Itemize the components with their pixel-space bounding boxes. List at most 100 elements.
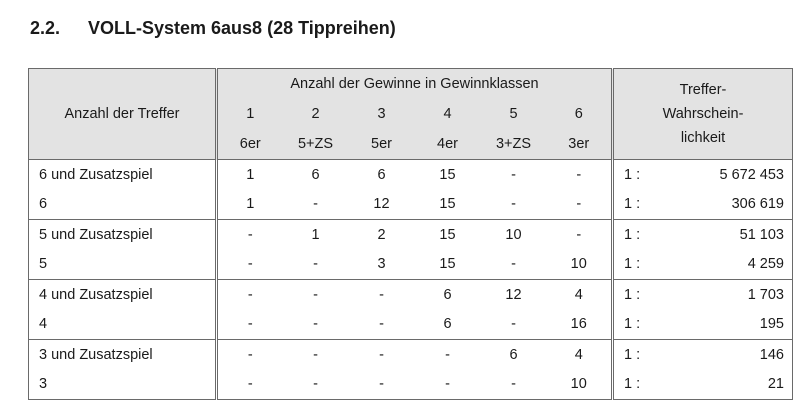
- win-count: 15: [414, 249, 481, 280]
- win-count: -: [511, 166, 516, 183]
- win-count: -: [480, 189, 547, 220]
- win-count: 1: [311, 226, 320, 243]
- probability-value: 4 259: [747, 256, 784, 273]
- system-table: Anzahl der Treffer Anzahl der Gewinne in…: [28, 68, 793, 400]
- probability-ratio: 1 :: [624, 226, 641, 243]
- win-count: -: [445, 346, 450, 363]
- probability: 1 : 306 619: [611, 189, 793, 220]
- table-body: 6 und Zusatzspiel 1 6 6 15 - - 1 :5 672 …: [28, 159, 793, 400]
- win-count: 6: [509, 346, 518, 363]
- win-count: 6: [311, 166, 320, 183]
- probability-value: 21: [767, 376, 784, 393]
- probability-value: 195: [759, 316, 784, 333]
- table-row: 4 und Zusatzspiel - - - 6 12 4 1 : 1 703: [28, 279, 793, 310]
- win-count: -: [282, 249, 349, 280]
- row-label: 3: [28, 369, 217, 400]
- win-count: 3: [348, 249, 415, 280]
- class-label: 6er: [215, 129, 283, 160]
- row-label: 5: [28, 249, 217, 280]
- win-count: 10: [505, 226, 522, 243]
- win-count: 10: [546, 369, 613, 400]
- class-label: 5+ZS: [282, 129, 349, 160]
- probability: 1 : 146: [611, 339, 793, 370]
- section-title: VOLL-System 6aus8 (28 Tippreihen): [88, 18, 396, 38]
- win-count: -: [576, 226, 582, 243]
- table-row: 5 - - 3 15 - 10 1 : 4 259: [28, 249, 793, 280]
- probability-ratio: 1 :: [624, 346, 641, 363]
- table-row: 4 - - - 6 - 16 1 : 195: [28, 309, 793, 340]
- probability: 1 : 51 103: [611, 219, 793, 250]
- class-label-row: 6er 5+ZS 5er 4er 3+ZS 3er: [29, 129, 793, 160]
- probability-value: 5 672 453: [719, 166, 784, 183]
- class-number-row: 1 2 3 4 5 6: [29, 99, 793, 129]
- table-row: 6 1 - 12 15 - - 1 : 306 619: [28, 189, 793, 220]
- win-count: 6: [377, 166, 386, 183]
- row-label: 4 und Zusatzspiel: [28, 279, 217, 310]
- probability: 1 : 195: [611, 309, 793, 340]
- win-count: 12: [505, 286, 522, 303]
- win-count: -: [215, 339, 283, 370]
- probability-ratio: 1 :: [624, 286, 641, 303]
- win-count: -: [215, 309, 283, 340]
- class-label: 5er: [348, 129, 415, 160]
- win-count: 6: [443, 286, 452, 303]
- probability-value: 51 103: [739, 226, 784, 243]
- table-row: 6 und Zusatzspiel 1 6 6 15 - - 1 : 5 672 …: [28, 159, 793, 190]
- win-count: 15: [414, 189, 481, 220]
- probability-value: 306 619: [731, 196, 784, 213]
- probability-ratio: 1 :: [624, 196, 641, 213]
- win-count: -: [348, 309, 415, 340]
- header-probability: Treffer- Wahrschein- lichkeit: [611, 68, 793, 160]
- probability-ratio: 1 :: [624, 316, 641, 333]
- win-count: -: [379, 286, 384, 303]
- win-count: 15: [439, 166, 456, 183]
- win-count: -: [215, 369, 283, 400]
- win-count: 4: [574, 346, 583, 363]
- class-label: 4er: [414, 129, 481, 160]
- win-count: -: [313, 346, 318, 363]
- class-label: 3+ZS: [480, 129, 547, 160]
- header-hits: Anzahl der Treffer: [28, 68, 217, 160]
- win-count: 15: [439, 226, 456, 243]
- class-number: 6: [546, 99, 613, 129]
- win-count: 12: [348, 189, 415, 220]
- probability-value: 1 703: [747, 286, 784, 303]
- class-label: 3er: [546, 129, 613, 160]
- win-count: -: [480, 369, 547, 400]
- header-probability-line: lichkeit: [680, 130, 726, 146]
- win-count: -: [546, 189, 613, 220]
- win-count: 16: [546, 309, 613, 340]
- win-count: -: [480, 249, 547, 280]
- win-count: -: [348, 369, 415, 400]
- header-probability-line: Treffer-: [679, 82, 727, 98]
- class-number: 2: [282, 99, 349, 129]
- row-label: 6: [28, 189, 217, 220]
- win-count: -: [282, 189, 349, 220]
- class-number: 1: [215, 99, 283, 129]
- class-number: 4: [414, 99, 481, 129]
- probability: 1 : 4 259: [611, 249, 793, 280]
- table-header: Anzahl der Treffer Anzahl der Gewinne in…: [28, 68, 793, 160]
- win-count: -: [282, 369, 349, 400]
- table-row: 5 und Zusatzspiel - 1 2 15 10 - 1 : 51 10…: [28, 219, 793, 250]
- win-count: -: [215, 279, 283, 310]
- win-count: 10: [546, 249, 613, 280]
- table-row: 3 und Zusatzspiel - - - - 6 4 1 : 146: [28, 339, 793, 370]
- probability-ratio: 1 :: [624, 376, 641, 393]
- win-count: -: [480, 309, 547, 340]
- class-number: 5: [480, 99, 547, 129]
- header-wins: Anzahl der Gewinne in Gewinnklassen: [215, 68, 613, 99]
- win-count: -: [414, 369, 481, 400]
- win-count: -: [576, 166, 582, 183]
- win-count: 2: [377, 226, 386, 243]
- win-count: -: [215, 219, 283, 250]
- probability: 1 : 5 672 453: [611, 159, 793, 190]
- section-number: 2.2.: [30, 18, 61, 38]
- row-label: 4: [28, 309, 217, 340]
- win-count: 6: [414, 309, 481, 340]
- win-count: 4: [574, 286, 583, 303]
- row-label: 5 und Zusatzspiel: [28, 219, 217, 250]
- win-count: 1: [215, 159, 283, 190]
- table-row: 3 - - - - - 10 1 : 21: [28, 369, 793, 400]
- header-probability-line: Wahrschein-: [662, 106, 744, 122]
